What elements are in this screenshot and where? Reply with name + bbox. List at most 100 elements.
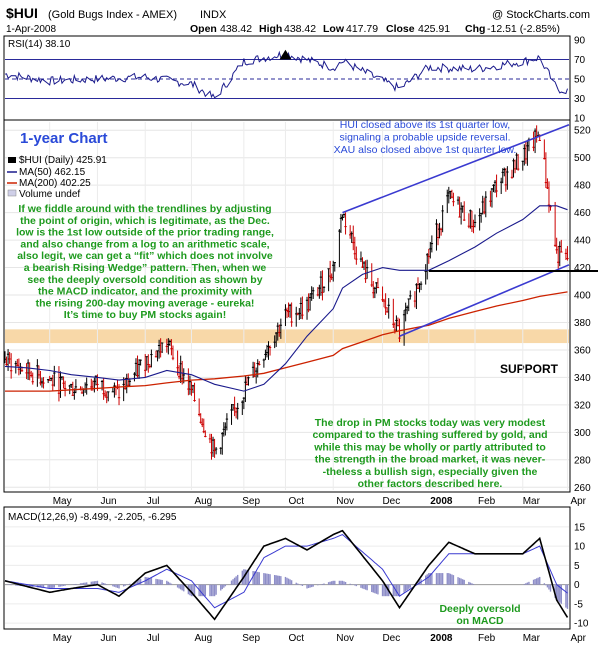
macd-tick-label: 15 (574, 522, 586, 533)
chg-label: Chg (465, 23, 485, 35)
price-month-label: Feb (478, 496, 496, 507)
exchange-label: INDX (200, 9, 227, 21)
annotation-bottom-line: while this may be wholly or partly attri… (313, 441, 546, 453)
price-bars (3, 125, 569, 460)
annotation-left-line: If we fiddle around with the trendlines … (18, 203, 271, 215)
macd-tick-label: 5 (574, 561, 580, 572)
low-value: 417.79 (346, 23, 378, 35)
macd-annotation-line: Deeply oversold (439, 603, 520, 615)
macd-tick-label: 10 (574, 542, 586, 553)
macd-month-label: Oct (288, 633, 304, 644)
price-legend-swatch (8, 157, 16, 163)
price-month-label: Dec (382, 496, 400, 507)
macd-month-label: Mar (523, 633, 541, 644)
rsi-tick-label: 90 (574, 36, 586, 47)
open-value: 438.42 (220, 23, 252, 35)
price-month-label: Oct (288, 496, 304, 507)
annotation-top-line: HUI closed above its 1st quarter low, (340, 119, 510, 131)
macd-month-label: Nov (336, 633, 354, 644)
high-value: 438.42 (284, 23, 316, 35)
annotation-bottom-line: -theless a bullish sign, especially give… (323, 466, 538, 478)
rsi-panel: RSI(14) 38.10 90 70 50 30 10 (3, 35, 586, 125)
macd-month-label: Jun (100, 633, 116, 644)
price-legend: $HUI (Daily) 425.91 MA(50) 462.15 MA(200… (7, 155, 107, 200)
annotation-left-line: the MACD indicator, and the proximity wi… (38, 286, 252, 298)
close-value: 425.91 (418, 23, 450, 35)
upper-trendline (342, 124, 570, 214)
ohlc-readout: Open 438.42 High 438.42 Low 417.79 Close… (190, 23, 560, 35)
price-tick-label: 300 (574, 428, 591, 439)
ma200-line (5, 291, 568, 392)
legend-ma200: MA(200) 402.25 (19, 178, 91, 189)
price-month-label: Jun (100, 496, 116, 507)
annotation-bottom-line: compared to the trashing suffered by gol… (312, 429, 547, 441)
rsi-tick-label: 30 (574, 94, 586, 105)
close-label: Close (386, 23, 415, 35)
annotation-top: HUI closed above its 1st quarter low,sig… (334, 119, 517, 156)
macd-month-label: 2008 (430, 633, 453, 644)
annotation-left-line: It’s time to buy PM stocks again! (64, 309, 226, 321)
macd-tick-label: -10 (574, 619, 589, 630)
annotation-bottom: The drop in PM stocks today was very mod… (312, 417, 547, 490)
annotation-bottom-line: the strength in the broad market, it was… (315, 454, 546, 466)
macd-month-label: Feb (478, 633, 496, 644)
annotation-left-line: also legit, we can get a “fit” which doe… (17, 250, 273, 262)
rsi-tick-label: 70 (574, 55, 586, 66)
annotation-bottom-line: other factors described here. (358, 478, 503, 490)
annotation-left-line: the point of origin, which is legitimate… (20, 215, 270, 227)
annotation-top-line: signaling a probable upside reversal. (339, 132, 510, 144)
annotation-left-line: the rising 200-day moving average - eure… (36, 297, 255, 309)
macd-month-label: Jul (147, 633, 160, 644)
annotation-left-line: and also change from a log to an arithme… (20, 238, 269, 250)
annotation-top-line: XAU also closed above 1st quarter low. (334, 144, 517, 156)
macd-month-label: May (53, 633, 72, 644)
price-tick-label: 380 (574, 318, 591, 329)
macd-month-label: Sep (242, 633, 260, 644)
macd-line (4, 529, 569, 621)
price-tick-label: 420 (574, 263, 591, 274)
price-month-label: 2008 (430, 496, 453, 507)
lower-trendline (399, 264, 570, 337)
macd-signal-line (4, 534, 568, 609)
chart-title-annotation: 1-year Chart (20, 130, 108, 147)
low-label: Low (323, 23, 345, 35)
macd-tick-label: -5 (574, 599, 583, 610)
price-month-label: Aug (194, 496, 212, 507)
price-tick-label: 400 (574, 291, 591, 302)
macd-annotation-line: on MACD (456, 615, 504, 627)
price-month-label: May (53, 496, 72, 507)
symbol-label: $HUI (6, 5, 38, 21)
legend-ma50: MA(50) 462.15 (19, 167, 86, 178)
rsi-tick-label: 10 (574, 114, 586, 125)
rsi-overbought-marker (279, 49, 292, 60)
macd-panel: MACD(12,26,9) -8.499, -2.205, -6.295 15 1… (3, 506, 589, 644)
legend-volume: Volume undef (19, 189, 80, 200)
index-name: (Gold Bugs Index - AMEX) (48, 9, 177, 21)
support-band (5, 329, 569, 344)
high-label: High (259, 23, 282, 35)
macd-month-label: Aug (194, 633, 212, 644)
open-label: Open (190, 23, 217, 35)
ma50-line (4, 205, 568, 392)
macd-tick-label: 0 (574, 580, 580, 591)
price-month-label: Nov (336, 496, 354, 507)
volume-legend-swatch (7, 189, 17, 197)
macd-month-label: Dec (382, 633, 400, 644)
legend-price: $HUI (Daily) 425.91 (19, 155, 107, 166)
support-label: SUPPORT (500, 362, 559, 376)
watermark: @ StockCharts.com (492, 9, 590, 21)
price-tick-label: 340 (574, 373, 591, 384)
price-tick-label: 320 (574, 400, 591, 411)
annotation-bottom-line: The drop in PM stocks today was very mod… (315, 417, 546, 429)
price-tick-label: 500 (574, 153, 591, 164)
chg-value: -12.51 (-2.85%) (487, 23, 560, 35)
price-tick-label: 260 (574, 483, 591, 494)
annotation-left: If we fiddle around with the trendlines … (16, 203, 274, 321)
price-tick-label: 520 (574, 126, 591, 137)
rsi-legend: RSI(14) 38.10 (8, 39, 71, 50)
price-panel: SUPPORT 520 500 480 460 440 420 400 380 360 340 32… (3, 119, 598, 507)
price-tick-label: 480 (574, 181, 591, 192)
price-month-label: Jul (147, 496, 160, 507)
price-tick-label: 360 (574, 345, 591, 356)
